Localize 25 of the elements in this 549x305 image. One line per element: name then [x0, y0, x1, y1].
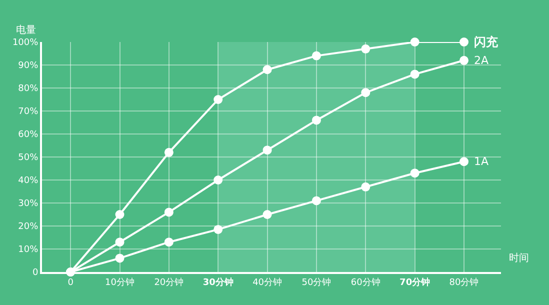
x-tick-label: 0 — [68, 278, 74, 288]
x-tick-label: 60分钟 — [350, 276, 380, 288]
y-tick-label: 90% — [18, 61, 39, 72]
x-tick-label: 40分钟 — [252, 276, 282, 288]
y-tick-label: 100% — [12, 38, 39, 48]
y-tick-label: 50% — [18, 153, 39, 164]
y-tick-label: 30% — [18, 199, 39, 210]
x-tick-label: 50分钟 — [302, 276, 332, 288]
series-label: 1A — [474, 155, 489, 168]
series-label: 闪充 — [474, 35, 499, 49]
y-axis-title: 电量 — [16, 24, 36, 36]
y-tick-label: 10% — [18, 245, 39, 256]
x-tick-label: 20分钟 — [154, 276, 184, 288]
y-tick-label: 70% — [18, 107, 39, 118]
x-tick-label: 10分钟 — [105, 276, 134, 288]
y-tick-label: 80% — [18, 84, 39, 94]
series-label: 2A — [474, 54, 489, 67]
y-tick-label: 60% — [18, 130, 39, 140]
x-tick-label: 70分钟 — [400, 276, 430, 288]
x-axis-title: 时间 — [509, 252, 529, 264]
x-tick-label: 80分钟 — [449, 276, 479, 288]
y-tick-label: 40% — [18, 176, 39, 186]
x-tick-label: 30分钟 — [202, 276, 234, 288]
y-tick-label: 0 — [32, 268, 38, 278]
y-tick-label: 20% — [18, 222, 39, 232]
